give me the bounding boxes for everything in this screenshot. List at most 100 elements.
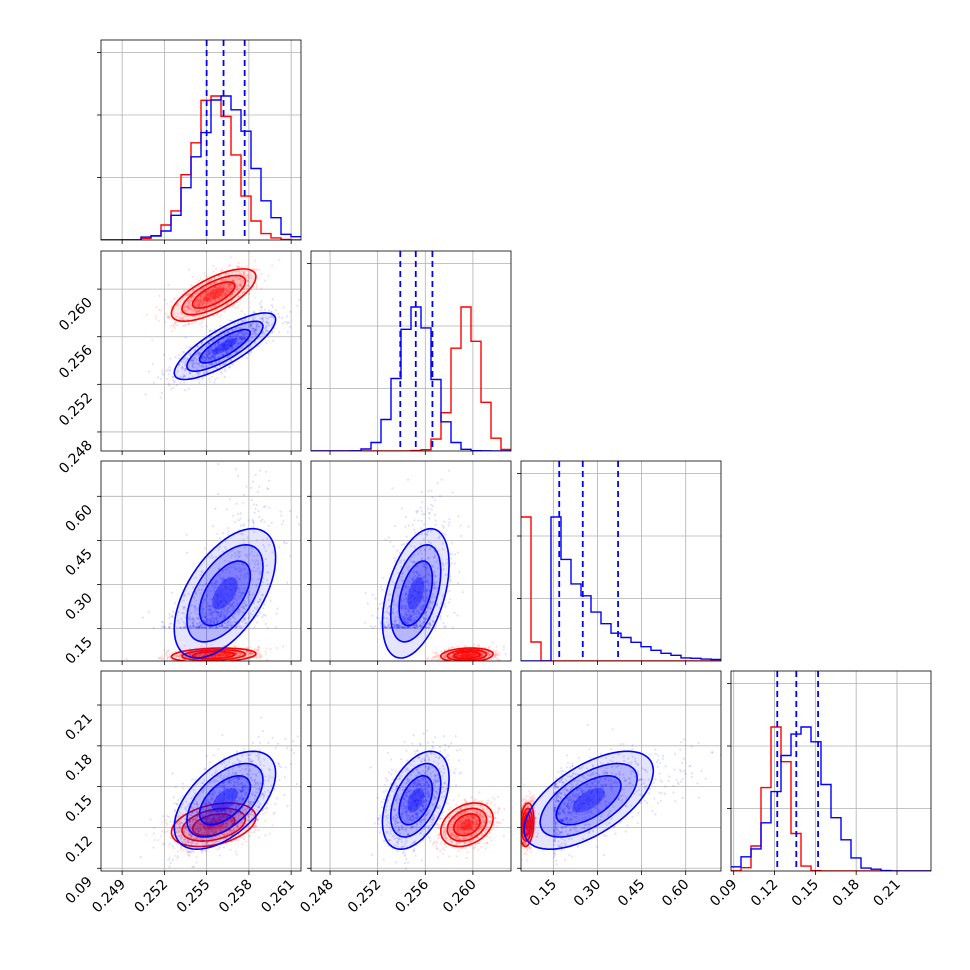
sample-point xyxy=(218,654,221,658)
contour-line xyxy=(181,649,247,661)
sample-point xyxy=(229,294,232,297)
sample-point xyxy=(220,344,224,348)
sample-point xyxy=(235,350,238,354)
sample-point xyxy=(202,654,205,657)
sample-point xyxy=(170,615,174,618)
sample-point xyxy=(213,305,216,308)
sample-point xyxy=(205,653,208,657)
sample-point xyxy=(233,607,236,610)
sample-point xyxy=(191,295,194,298)
sample-point xyxy=(210,291,213,294)
sample-point xyxy=(225,600,228,603)
sample-point xyxy=(210,350,213,353)
sample-point xyxy=(224,362,227,365)
sample-point xyxy=(227,330,230,334)
sample-point xyxy=(173,326,176,330)
sample-point xyxy=(264,653,267,656)
sample-point xyxy=(210,347,213,350)
sample-point xyxy=(247,277,251,280)
sample-point xyxy=(426,656,429,659)
sample-point xyxy=(189,653,192,656)
sample-point xyxy=(218,298,221,301)
sample-point xyxy=(211,289,215,292)
sample-point xyxy=(203,356,206,359)
sample-point xyxy=(212,655,216,659)
sample-point xyxy=(254,329,258,332)
sample-point xyxy=(219,372,222,375)
sample-point xyxy=(238,341,242,344)
sample-point xyxy=(240,270,243,273)
sample-point xyxy=(223,310,226,313)
sample-point xyxy=(227,285,230,288)
sample-point xyxy=(227,346,230,349)
sample-point xyxy=(225,339,228,343)
sample-point xyxy=(253,647,257,651)
sample-point xyxy=(173,380,177,383)
sample-point xyxy=(206,293,209,296)
sample-point xyxy=(229,618,232,621)
sample-point xyxy=(217,341,220,344)
sample-point xyxy=(190,284,193,287)
sample-point xyxy=(258,485,261,488)
sample-point xyxy=(237,322,240,325)
sample-point xyxy=(217,654,220,657)
sample-point xyxy=(235,567,238,570)
sample-point xyxy=(191,289,195,292)
sample-point xyxy=(260,654,264,658)
sample-point xyxy=(208,348,211,351)
sample-point xyxy=(217,292,220,295)
sample-point xyxy=(201,615,204,618)
sample-point xyxy=(203,597,206,601)
sample-point xyxy=(224,339,228,342)
sample-point xyxy=(199,300,203,303)
sample-point xyxy=(219,293,222,297)
sample-point xyxy=(229,344,233,347)
sample-point xyxy=(237,591,240,594)
sample-point xyxy=(221,619,224,622)
sample-point xyxy=(453,562,456,565)
sample-point xyxy=(235,286,239,289)
sample-point xyxy=(208,294,212,298)
sample-point xyxy=(158,294,161,297)
sample-point xyxy=(220,291,223,294)
sample-point xyxy=(193,301,197,304)
sample-point xyxy=(220,577,223,581)
sample-point xyxy=(222,343,225,346)
sample-point xyxy=(264,650,267,653)
sample-point xyxy=(252,311,255,314)
sample-point xyxy=(231,279,234,282)
sample-point xyxy=(210,355,213,358)
sample-point xyxy=(276,607,279,610)
sample-point xyxy=(237,334,240,338)
sample-point xyxy=(407,524,411,527)
sample-point xyxy=(224,653,227,657)
sample-point xyxy=(189,352,192,355)
sample-point xyxy=(190,364,194,367)
sample-point xyxy=(257,649,260,652)
sample-point xyxy=(208,298,212,302)
sample-point xyxy=(216,347,220,350)
sample-point xyxy=(187,293,190,296)
sample-point xyxy=(280,316,283,320)
sample-point xyxy=(267,524,270,528)
sample-point xyxy=(241,606,244,609)
sample-point xyxy=(216,290,219,293)
sample-point xyxy=(201,357,204,360)
sample-point xyxy=(217,294,220,297)
sample-point xyxy=(201,378,204,381)
sample-point xyxy=(221,348,224,351)
sample-point xyxy=(236,654,239,657)
sample-point xyxy=(219,594,222,597)
sample-point xyxy=(274,452,276,454)
sample-point xyxy=(279,510,282,513)
sample-point xyxy=(155,306,158,309)
sample-point xyxy=(218,654,221,657)
sample-point xyxy=(216,653,220,656)
histogram-layer xyxy=(101,95,301,240)
density-fill xyxy=(174,312,276,380)
sample-point xyxy=(213,355,216,358)
sample-point xyxy=(230,341,233,344)
sample-point xyxy=(232,514,235,517)
density-fill xyxy=(192,282,235,309)
sample-point xyxy=(242,538,245,541)
